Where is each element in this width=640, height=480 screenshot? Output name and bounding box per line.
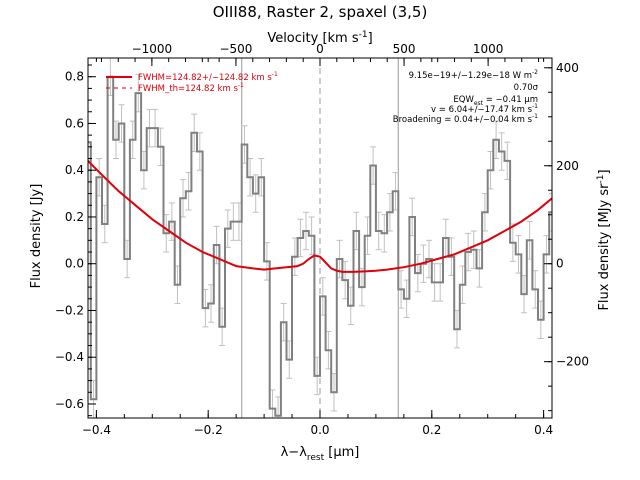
velocity-tick-label: −1000 xyxy=(132,42,173,56)
y-tick-label: −0.2 xyxy=(55,303,84,317)
velocity-tick-label: 0 xyxy=(316,42,324,56)
annotation-broadening: Broadening = 0.04+/−0.04 km s-1 xyxy=(393,113,538,125)
x-tick-label: 0.0 xyxy=(310,423,329,437)
annotations: 9.15e−19+/−1.29e−18 W m-2 0.70σ EQWest = −… xyxy=(393,69,539,125)
x-tick-label: −0.2 xyxy=(194,423,223,437)
y-tick-label: −0.4 xyxy=(55,350,84,364)
velocity-tick-label: 1000 xyxy=(473,42,504,56)
top-axis-title: Velocity [km s-1] xyxy=(267,30,372,46)
y-tick-label: −0.6 xyxy=(55,397,84,411)
data-series-histogram xyxy=(88,75,552,417)
x-tick-label: −0.4 xyxy=(82,423,111,437)
y-tick-label: 0.2 xyxy=(65,210,84,224)
velocity-tick-label: 500 xyxy=(393,42,416,56)
chart-title: OIII88, Raster 2, spaxel (3,5) xyxy=(213,3,428,21)
legend-label-model: FWHM_th=124.82 km s-1 xyxy=(138,82,244,94)
annotation-velocity: v = 6.04+/−17.47 km s-1 xyxy=(431,103,538,115)
plot-area xyxy=(88,58,552,418)
model-fit-line xyxy=(88,160,552,273)
y-tick-label: 0.4 xyxy=(65,163,84,177)
y2-tick-label: 400 xyxy=(556,61,579,75)
y2-tick-label: 200 xyxy=(556,159,579,173)
annotation-eqw: EQWest = −0.41 μm xyxy=(453,95,538,107)
y2-tick-label: 0 xyxy=(556,257,564,271)
legend: FWHM=124.82+/−124.82 km s-1FWHM_th=124.8… xyxy=(106,71,278,94)
x-axis-title: λ−λrest [μm] xyxy=(281,445,360,463)
y2-axis-title: Flux density [MJy sr-1] xyxy=(596,169,612,310)
x-tick-label: 0.2 xyxy=(422,423,441,437)
x-tick-label: 0.4 xyxy=(534,423,553,437)
velocity-tick-label: −500 xyxy=(219,42,252,56)
annotation-sigma: 0.70σ xyxy=(514,83,539,93)
y-tick-label: 0.6 xyxy=(65,116,84,130)
legend-label-data: FWHM=124.82+/−124.82 km s-1 xyxy=(138,71,278,83)
y-tick-label: 0.0 xyxy=(65,257,84,271)
y2-tick-label: −200 xyxy=(556,355,589,369)
y-tick-label: 0.8 xyxy=(65,70,84,84)
y-axis-title: Flux density [Jy] xyxy=(29,184,44,289)
axis-ticks: −0.4 −0.2 0.0 0.2 0.4 −1000 −500 0 500 1000 −0.6 −0… xyxy=(55,42,589,437)
annotation-flux: 9.15e−19+/−1.29e−18 W m-2 xyxy=(409,69,539,81)
